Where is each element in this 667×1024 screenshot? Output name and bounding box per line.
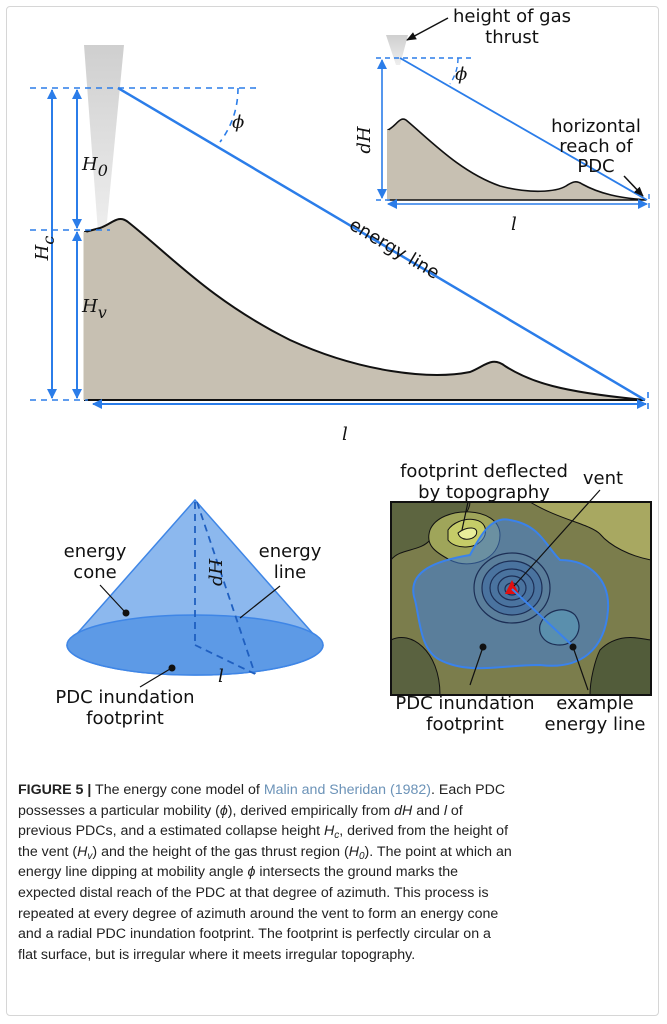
line-label: energy — [259, 541, 322, 562]
energy-line-label: energy line — [545, 714, 646, 735]
height-label: thrust — [485, 27, 539, 48]
cone-label: cone — [73, 562, 116, 583]
citation-link[interactable]: Malin and Sheridan (1982) — [264, 782, 431, 798]
caption-text: of — [447, 803, 463, 819]
caption-line: previous PDCs, and a estimated collapse … — [18, 821, 653, 842]
phi-label: ϕ — [232, 112, 244, 133]
caption-line: flat surface, but is irregular where it … — [18, 945, 653, 966]
caption-text: previous PDCs, and a estimated collapse … — [18, 823, 324, 839]
caption-text: ). The point at which an — [365, 844, 512, 860]
footprint-label: PDC inundation — [395, 693, 534, 714]
map-terrain — [391, 502, 651, 695]
caption-line: and a radial PDC inundation footprint. T… — [18, 924, 653, 945]
symbol: H — [81, 296, 98, 317]
vent-label: vent — [583, 468, 623, 489]
caption-text: . Each PDC — [431, 782, 505, 798]
profile-panel: Hc H0 Hv ϕ energy line l — [30, 45, 648, 445]
reach-label: PDC — [577, 156, 614, 177]
page: Hc H0 Hv ϕ energy line l dH ϕ l height o… — [0, 0, 667, 1024]
l-label: l — [342, 424, 348, 445]
caption-text: intersects the ground marks the — [255, 864, 458, 880]
caption-text: the vent ( — [18, 844, 77, 860]
caption-math: dH — [394, 803, 412, 819]
l-label: l — [218, 666, 224, 687]
energy-line-label: example — [556, 693, 633, 714]
caption-text: The energy cone model of — [91, 782, 263, 798]
caption-line: possesses a particular mobility (ϕ), der… — [18, 801, 653, 822]
caption-line: the vent (Hv) and the height of the gas … — [18, 842, 653, 863]
volcano — [85, 219, 645, 400]
caption-text: and a radial PDC inundation footprint. T… — [18, 926, 491, 942]
hc-label: Hc — [32, 236, 58, 262]
reach-label: horizontal — [551, 116, 641, 137]
caption-math: H — [324, 823, 334, 839]
cone-label: energy — [64, 541, 127, 562]
caption-math: H — [349, 844, 359, 860]
l-label: l — [511, 214, 517, 235]
footprint-label: footprint — [86, 708, 164, 729]
symbol: H — [32, 244, 53, 261]
caption-text: flat surface, but is irregular where it … — [18, 947, 415, 963]
phi-label: ϕ — [455, 64, 467, 85]
deflected-label: by topography — [418, 482, 550, 503]
inset-panel: dH ϕ l height of gas thrust horizontal r… — [354, 6, 649, 235]
caption-math: ϕ — [220, 803, 228, 819]
caption-line: FIGURE 5 | The energy cone model of Mali… — [18, 780, 653, 801]
leader-dot — [123, 610, 130, 617]
caption-text: energy line dipping at mobility angle — [18, 864, 248, 880]
footprint-label: PDC inundation — [55, 687, 194, 708]
line-label: line — [274, 562, 306, 583]
caption-text: possesses a particular mobility ( — [18, 803, 220, 819]
subscript: v — [98, 303, 107, 322]
deflected-label: footprint deflected — [400, 461, 568, 482]
caption-text: ) and the height of the gas thrust regio… — [92, 844, 348, 860]
figure-diagram: Hc H0 Hv ϕ energy line l dH ϕ l height o… — [0, 0, 667, 770]
subscript: c — [39, 236, 58, 245]
footprint-label: footprint — [426, 714, 504, 735]
caption: FIGURE 5 | The energy cone model of Mali… — [18, 780, 653, 965]
caption-text: , derived from the height of — [339, 823, 508, 839]
map-panel: footprint deflected by topography vent P… — [391, 461, 651, 735]
energy-line-label: energy line — [345, 214, 443, 283]
dh-label: dH — [354, 126, 375, 154]
figure-number: FIGURE 5 | — [18, 782, 91, 798]
dh-label: dH — [206, 558, 227, 586]
caption-text: ), derived empirically from — [228, 803, 394, 819]
caption-text: repeated at every degree of azimuth arou… — [18, 906, 498, 922]
caption-line: expected distal reach of the PDC at that… — [18, 883, 653, 904]
cone-panel: dH l energy cone energy line PDC inundat… — [55, 500, 323, 729]
subscript: 0 — [98, 161, 108, 180]
leader — [407, 18, 448, 40]
symbol: H — [81, 154, 98, 175]
height-label: height of gas — [453, 6, 571, 27]
plume — [84, 45, 124, 232]
caption-text: and — [412, 803, 444, 819]
caption-text: expected distal reach of the PDC at that… — [18, 885, 489, 901]
caption-line: repeated at every degree of azimuth arou… — [18, 904, 653, 925]
reach-label: reach of — [559, 136, 633, 157]
leader-dot — [169, 665, 176, 672]
caption-line: energy line dipping at mobility angle ϕ … — [18, 862, 653, 883]
caption-math: H — [77, 844, 87, 860]
